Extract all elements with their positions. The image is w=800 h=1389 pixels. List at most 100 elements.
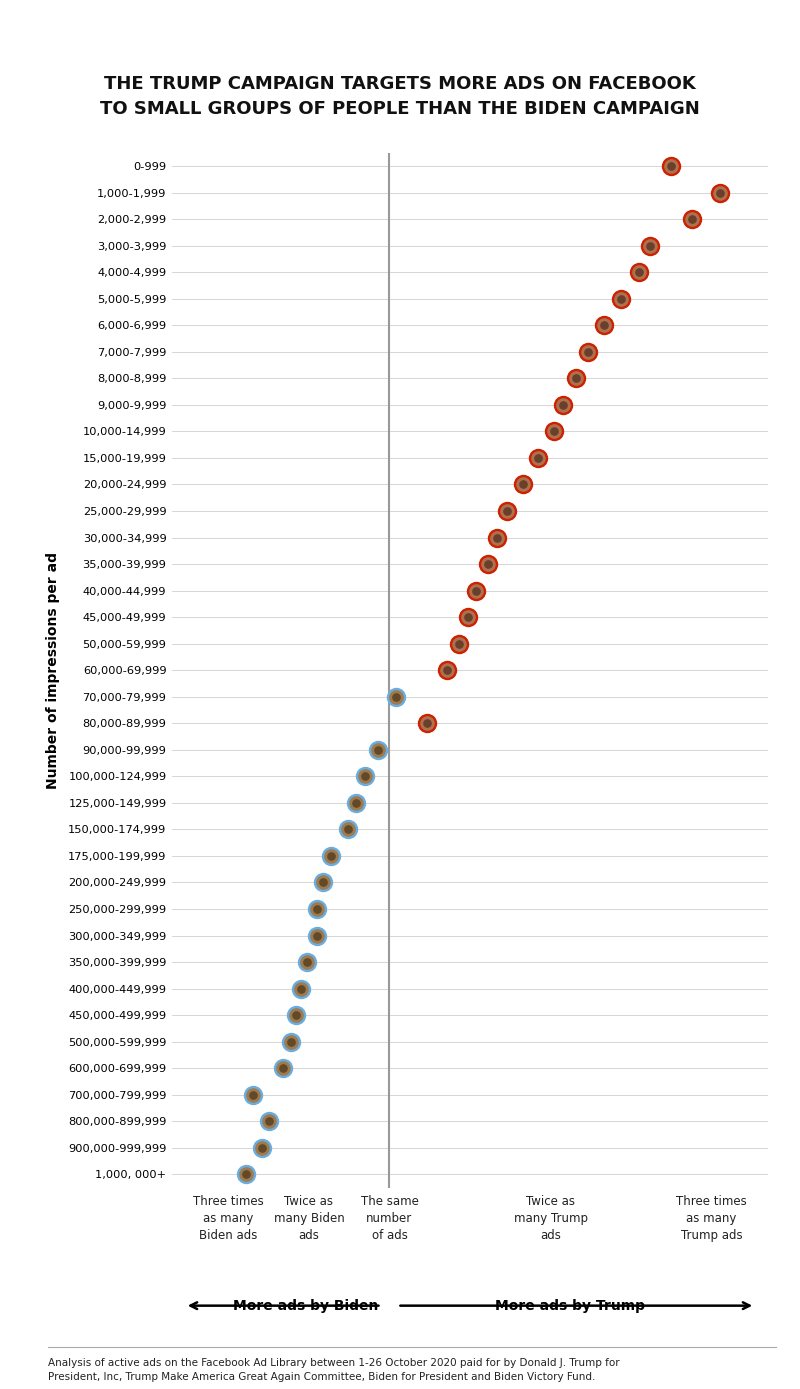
Point xyxy=(240,1163,253,1185)
Point xyxy=(470,579,483,601)
Point xyxy=(317,871,330,893)
Point xyxy=(441,660,454,682)
Point xyxy=(547,421,560,443)
Point xyxy=(359,765,372,788)
Point xyxy=(482,553,494,575)
Point xyxy=(557,393,570,415)
Point xyxy=(301,951,314,974)
Point xyxy=(246,1083,259,1106)
Point xyxy=(665,156,678,178)
Point xyxy=(390,686,402,708)
Point xyxy=(531,447,544,469)
Text: Twice as
many Trump
ads: Twice as many Trump ads xyxy=(514,1195,587,1242)
Point xyxy=(317,871,330,893)
Point xyxy=(372,739,385,761)
Point xyxy=(420,713,433,735)
Point xyxy=(290,1004,302,1026)
Point xyxy=(482,553,494,575)
Point xyxy=(390,686,402,708)
Point xyxy=(598,314,610,336)
Text: More ads by Trump: More ads by Trump xyxy=(495,1299,645,1313)
Point xyxy=(598,314,610,336)
Point xyxy=(420,713,433,735)
Point xyxy=(359,765,372,788)
Point xyxy=(633,261,646,283)
Point xyxy=(294,978,307,1000)
Text: THE TRUMP CAMPAIGN TARGETS MORE ADS ON FACEBOOK: THE TRUMP CAMPAIGN TARGETS MORE ADS ON F… xyxy=(104,75,696,93)
Point xyxy=(462,606,474,628)
Point xyxy=(290,1004,302,1026)
Point xyxy=(350,792,362,814)
Point xyxy=(633,261,646,283)
Point xyxy=(714,182,726,204)
Point xyxy=(686,208,698,231)
Text: More ads by Biden: More ads by Biden xyxy=(233,1299,378,1313)
Point xyxy=(301,951,314,974)
Point xyxy=(598,314,610,336)
Point xyxy=(531,447,544,469)
Text: Analysis of active ads on the Facebook Ad Library between 1-26 October 2020 paid: Analysis of active ads on the Facebook A… xyxy=(48,1358,620,1382)
Text: Three times
as many
Trump ads: Three times as many Trump ads xyxy=(676,1195,747,1242)
Point xyxy=(246,1083,259,1106)
Point xyxy=(262,1110,275,1132)
Point xyxy=(615,288,628,310)
Point xyxy=(714,182,726,204)
Point xyxy=(452,632,465,654)
Point xyxy=(325,845,338,867)
Point xyxy=(285,1031,298,1053)
Point xyxy=(277,1057,290,1079)
Point xyxy=(462,606,474,628)
Point xyxy=(350,792,362,814)
Point xyxy=(501,500,514,522)
Point xyxy=(615,288,628,310)
Point xyxy=(452,632,465,654)
Point xyxy=(294,978,307,1000)
Point xyxy=(581,340,594,363)
Point xyxy=(240,1163,253,1185)
Point xyxy=(325,845,338,867)
Point xyxy=(517,474,530,496)
Point xyxy=(246,1083,259,1106)
Point xyxy=(581,340,594,363)
Point xyxy=(262,1110,275,1132)
Point xyxy=(665,156,678,178)
Point xyxy=(531,447,544,469)
Point xyxy=(491,526,504,549)
Point xyxy=(441,660,454,682)
Point xyxy=(317,871,330,893)
Point xyxy=(491,526,504,549)
Point xyxy=(277,1057,290,1079)
Point xyxy=(470,579,483,601)
Point xyxy=(310,925,323,947)
Point xyxy=(501,500,514,522)
Point xyxy=(517,474,530,496)
Point xyxy=(256,1136,269,1158)
Point xyxy=(665,156,678,178)
Point xyxy=(325,845,338,867)
Point xyxy=(372,739,385,761)
Point xyxy=(452,632,465,654)
Point xyxy=(341,818,354,840)
Point xyxy=(256,1136,269,1158)
Point xyxy=(290,1004,302,1026)
Point xyxy=(570,367,582,389)
Point xyxy=(285,1031,298,1053)
Point xyxy=(256,1136,269,1158)
Point xyxy=(341,818,354,840)
Point xyxy=(615,288,628,310)
Point xyxy=(557,393,570,415)
Point xyxy=(581,340,594,363)
Point xyxy=(470,579,483,601)
Point xyxy=(441,660,454,682)
Text: Three times
as many
Biden ads: Three times as many Biden ads xyxy=(193,1195,264,1242)
Text: TO SMALL GROUPS OF PEOPLE THAN THE BIDEN CAMPAIGN: TO SMALL GROUPS OF PEOPLE THAN THE BIDEN… xyxy=(100,100,700,118)
Text: Twice as
many Biden
ads: Twice as many Biden ads xyxy=(274,1195,344,1242)
Point xyxy=(714,182,726,204)
Point xyxy=(517,474,530,496)
Point xyxy=(390,686,402,708)
Point xyxy=(310,925,323,947)
Point xyxy=(557,393,570,415)
Point xyxy=(310,897,323,920)
Point xyxy=(633,261,646,283)
Point xyxy=(420,713,433,735)
